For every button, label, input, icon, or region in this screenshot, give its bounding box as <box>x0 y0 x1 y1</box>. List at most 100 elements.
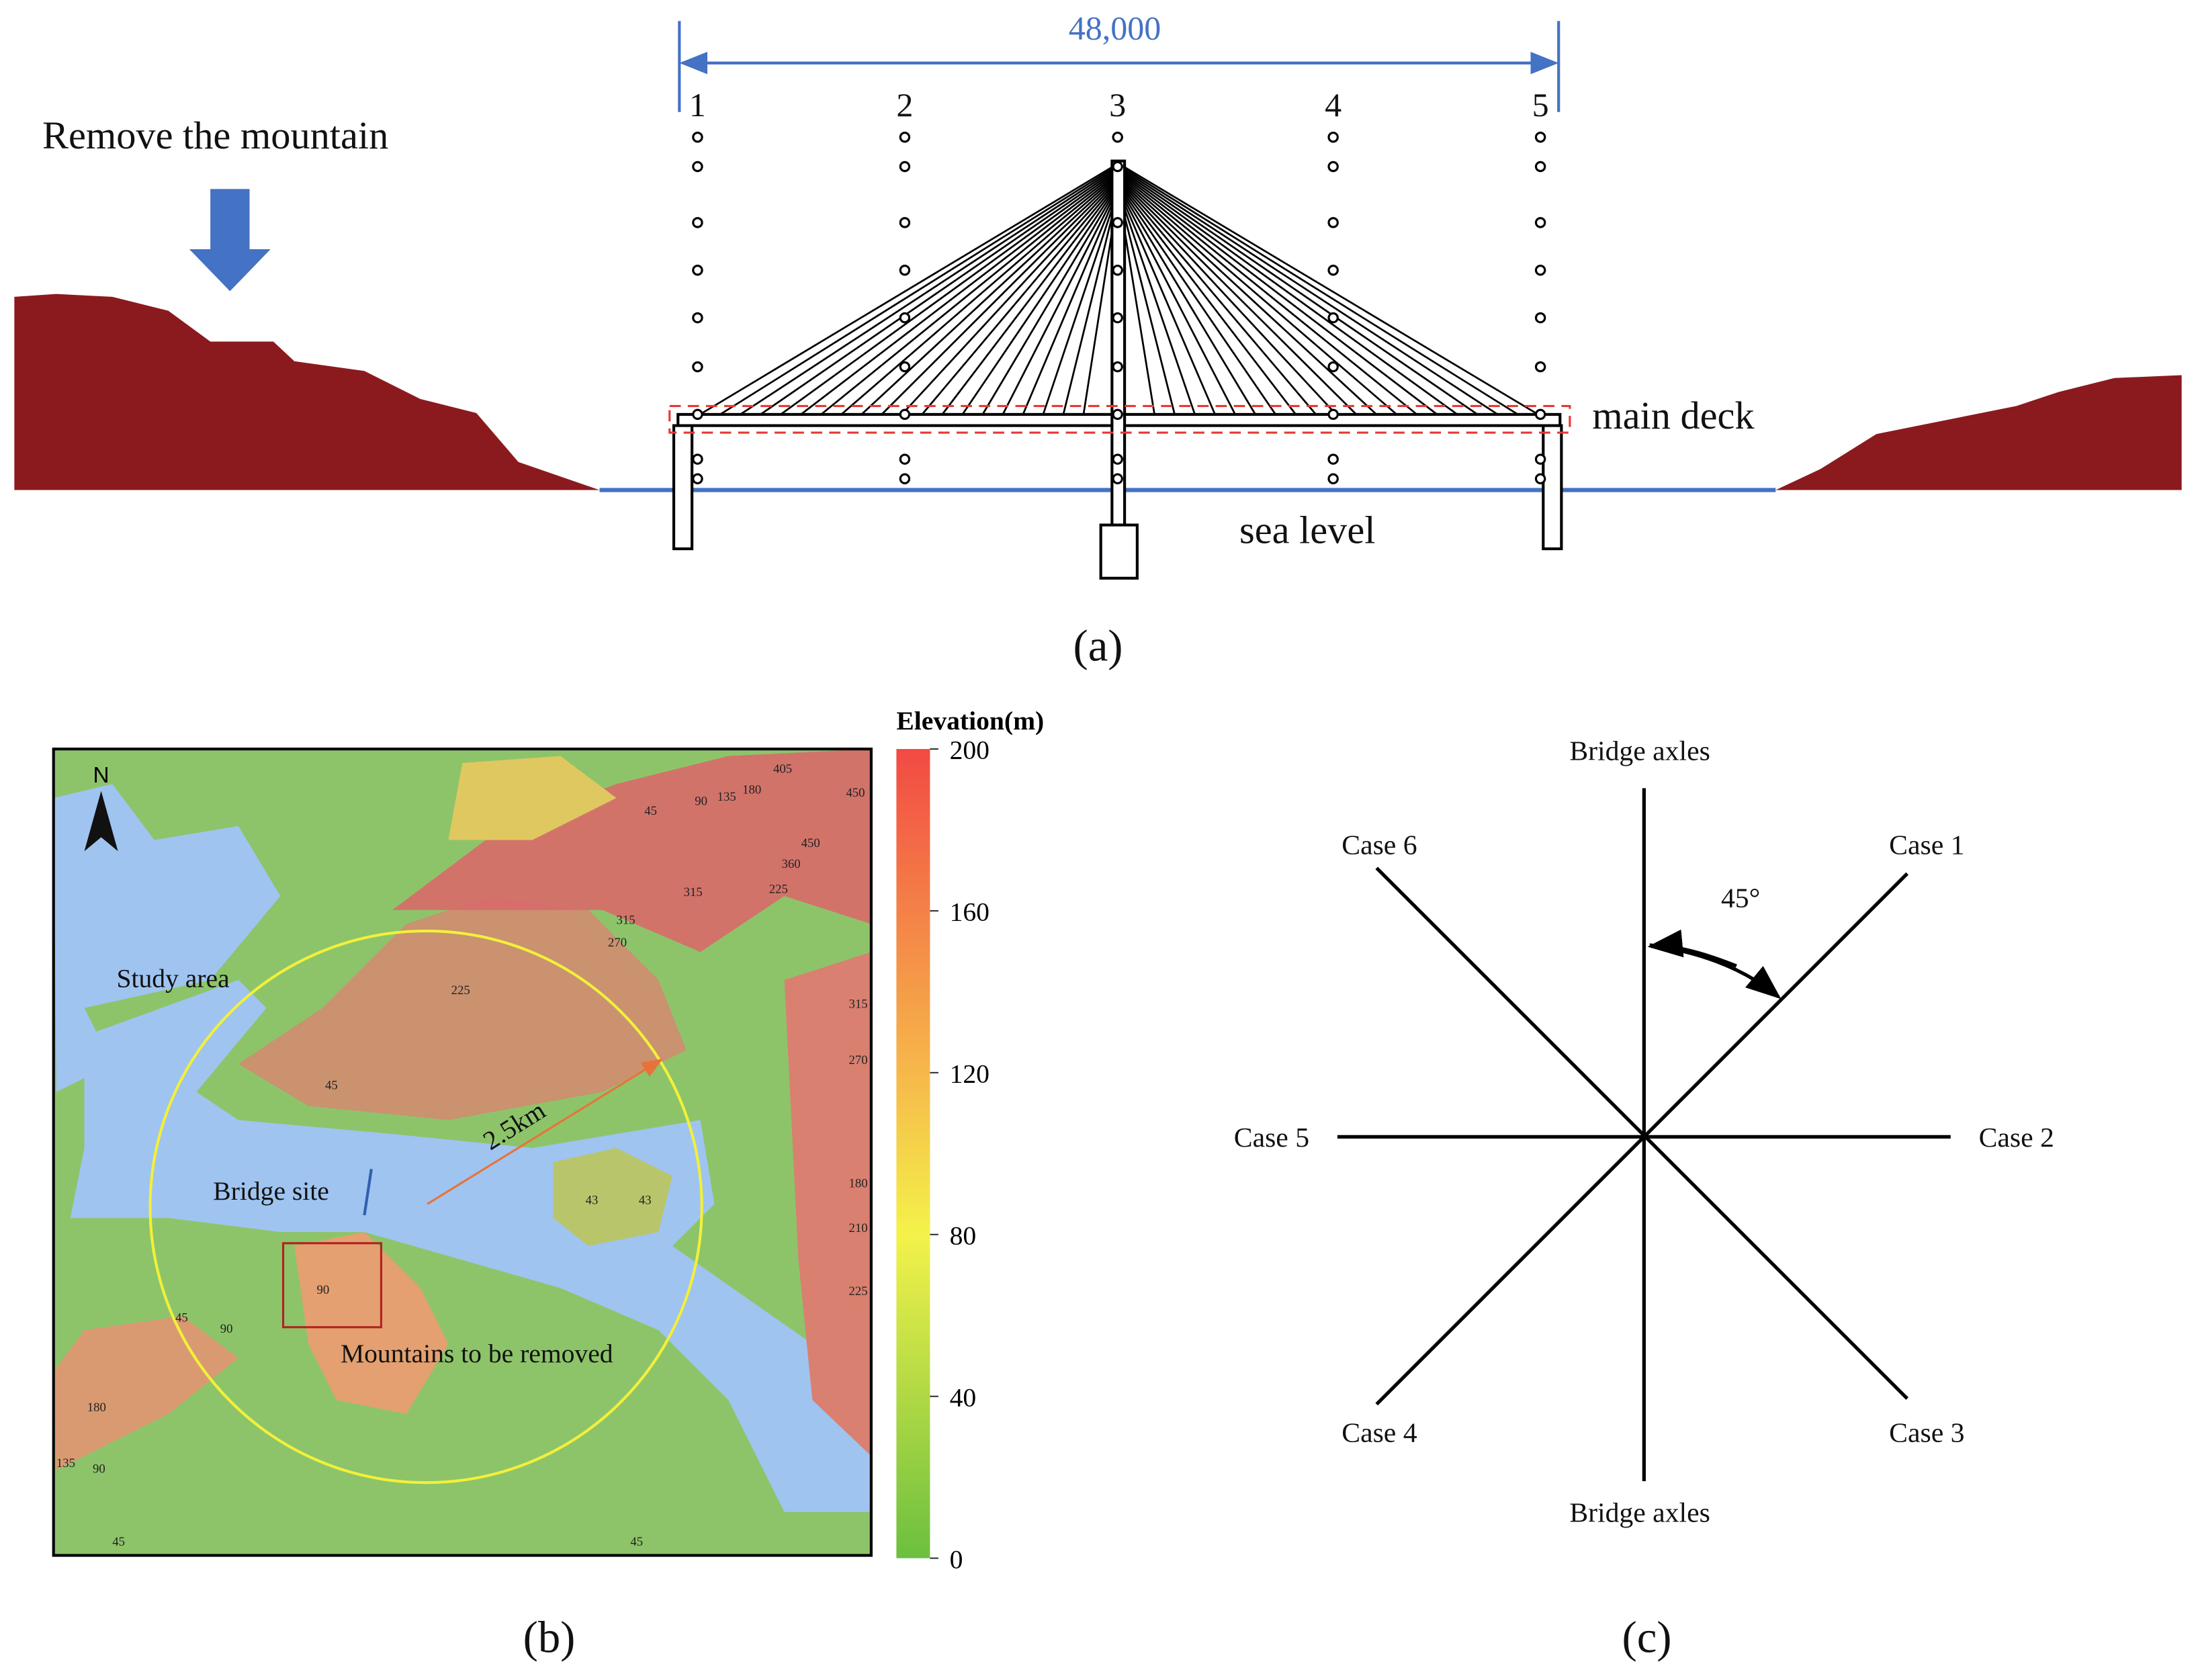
probe <box>1327 265 1339 276</box>
cable <box>879 178 1118 416</box>
probe <box>1112 361 1123 373</box>
cable <box>961 185 1118 416</box>
probe <box>899 473 911 485</box>
probe <box>899 361 911 373</box>
panel-c <box>1337 788 1951 1482</box>
bridge-line <box>363 1168 373 1216</box>
direction-line <box>1375 872 1908 1406</box>
tower <box>1110 159 1127 527</box>
cable <box>1118 171 1440 417</box>
contour-label: 210 <box>849 1221 868 1235</box>
contour-label: 450 <box>801 836 820 850</box>
cable <box>738 166 1118 417</box>
map-label: Bridge site <box>213 1176 329 1206</box>
contour-label: 43 <box>639 1193 652 1207</box>
colorbar-tick-label: 120 <box>950 1059 990 1088</box>
cable <box>1118 173 1419 417</box>
probe <box>1534 161 1546 173</box>
probe <box>899 312 911 324</box>
case-label: Case 4 <box>1342 1418 1417 1449</box>
probe <box>1534 361 1546 373</box>
cable <box>1041 191 1118 416</box>
cable <box>1021 190 1118 416</box>
deck-label: main deck <box>1592 394 1755 437</box>
probe <box>692 473 703 485</box>
probe <box>692 161 703 173</box>
probe <box>1327 312 1339 324</box>
panel-c-labels: Bridge axles Bridge axles 45° (c) Case 1… <box>1234 736 2054 1663</box>
probe <box>692 453 703 465</box>
tower-foundation <box>1099 523 1139 580</box>
probe <box>692 408 703 421</box>
cable <box>1062 193 1118 416</box>
cable <box>1001 188 1118 416</box>
probe <box>1327 473 1339 485</box>
contour-label: 315 <box>849 998 868 1012</box>
contour-label: 43 <box>586 1193 599 1207</box>
probe <box>1327 408 1339 421</box>
pier <box>1542 424 1563 551</box>
mountain-right <box>1775 375 2182 490</box>
contour-label: 135 <box>56 1456 75 1470</box>
probe <box>1112 132 1123 143</box>
probe <box>1534 453 1546 465</box>
contour-label: 90 <box>93 1462 105 1476</box>
case-label: Case 2 <box>1979 1122 2054 1153</box>
cable <box>1118 169 1460 417</box>
removal-box <box>281 1242 382 1329</box>
sea-label: sea level <box>1239 509 1375 552</box>
cable <box>1118 163 1541 417</box>
colorbar-tick-label: 0 <box>950 1544 963 1574</box>
panel-b: N Study area Bridge site Mountains to be… <box>52 706 1044 1662</box>
cable <box>758 168 1118 417</box>
cable <box>1118 178 1359 416</box>
colorbar <box>896 749 930 1558</box>
colorbar-tick-label: 40 <box>950 1382 977 1412</box>
cable <box>778 169 1118 417</box>
map-label: Study area <box>116 963 230 993</box>
tower-label: 4 <box>1325 86 1342 124</box>
probe <box>1534 265 1546 276</box>
cable <box>1118 190 1217 416</box>
contour-label: 225 <box>849 1284 868 1298</box>
caption: (a) <box>1073 622 1123 671</box>
contour-label: 135 <box>717 790 736 804</box>
colorbar-tick-label: 80 <box>950 1221 977 1250</box>
contour-label: 225 <box>769 883 788 897</box>
annotation: Remove the mountain <box>42 114 388 157</box>
probe <box>1327 161 1339 173</box>
probe <box>1534 473 1546 485</box>
contour-label: 270 <box>849 1053 868 1067</box>
angle-arc <box>1647 929 1737 968</box>
cable <box>1118 176 1379 416</box>
cable <box>1118 179 1338 416</box>
probe <box>1327 217 1339 228</box>
cable <box>1118 168 1481 417</box>
caption: (c) <box>1622 1613 1671 1662</box>
radius-arrow <box>427 1059 663 1205</box>
contour-label: 45 <box>644 804 657 818</box>
direction-line <box>1375 867 1908 1400</box>
probe <box>899 217 911 228</box>
down-arrow <box>189 189 271 292</box>
probe <box>899 161 911 173</box>
axis-label: Bridge axles <box>1569 736 1710 767</box>
north-label: N <box>93 763 109 788</box>
contour-label: 90 <box>695 794 707 808</box>
contour-label: 450 <box>846 786 865 800</box>
probe <box>692 361 703 373</box>
cable <box>1118 166 1501 417</box>
probe <box>899 132 911 143</box>
probe <box>1534 408 1546 421</box>
mountain-left <box>14 294 600 490</box>
probe <box>692 132 703 143</box>
tower-label: 5 <box>1532 86 1549 124</box>
angle-arc <box>1649 943 1782 1000</box>
contour-label: 315 <box>684 885 703 899</box>
probe <box>692 217 703 228</box>
case-label: Case 6 <box>1342 830 1417 860</box>
probe <box>1112 453 1123 465</box>
probe <box>1112 217 1123 228</box>
